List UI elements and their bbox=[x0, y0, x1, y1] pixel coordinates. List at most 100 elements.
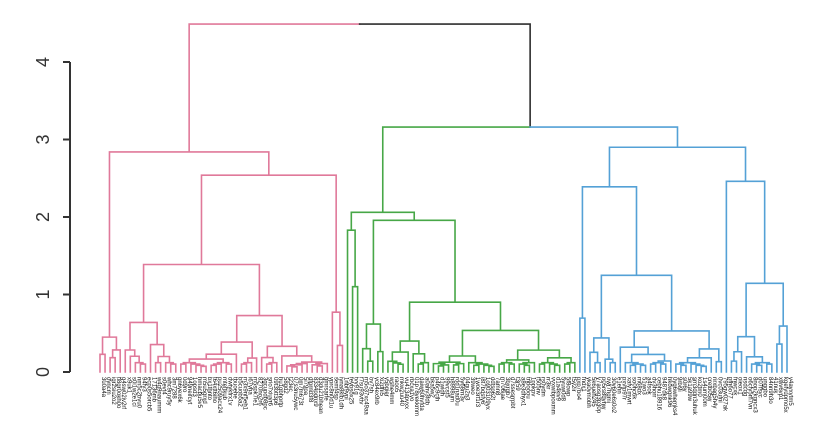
leaf-label: 17136mb bbox=[151, 377, 157, 403]
leaf-label: oyncm bbox=[105, 377, 111, 395]
leaf-label: 3bxrgb7 bbox=[504, 377, 510, 399]
leaf-label: 94fv3 bbox=[140, 377, 146, 392]
leaf-label: 1ppkpv bbox=[529, 377, 535, 396]
leaf-label: xafy1mwrt bbox=[625, 377, 631, 405]
leaf-label: so0hc6k bbox=[630, 377, 636, 400]
leaf-label: o6cfy5m7vn bbox=[747, 377, 753, 409]
leaf-label: 07s3nu5ywc bbox=[292, 377, 298, 410]
leaf-label: xwv6vp1 bbox=[777, 377, 783, 401]
leaf-label: 30y60e6s0o2 bbox=[610, 377, 616, 414]
leaf-label: t23ec bbox=[287, 377, 293, 392]
leaf-label: vvxwibpoxmm bbox=[550, 377, 556, 415]
leaf-label: 795gw027ak bbox=[721, 377, 727, 412]
leaf-label: 0vc03ufni bbox=[716, 377, 722, 403]
leaf-label: mteftkub bbox=[221, 377, 227, 401]
leaf-label: 99vcst5 bbox=[444, 377, 450, 398]
leaf-label: 58gd2 bbox=[282, 377, 288, 394]
leaf-label: igr2siu2o2 bbox=[110, 377, 116, 405]
leaf-label: i8t7bdsfy6 bbox=[479, 377, 485, 405]
leaf-label: m5o37xc49aa bbox=[363, 377, 369, 415]
leaf-label: vu413apvxx bbox=[403, 377, 409, 409]
leaf-label: xi2dni5 bbox=[378, 377, 384, 397]
leaf-label: g4sw02iv2rf bbox=[120, 377, 126, 409]
leaf-label: 8nop2kgncx3 bbox=[752, 377, 758, 413]
leaf-label: rod1nad0u bbox=[454, 377, 460, 406]
leaf-label: dwtykfrx1v bbox=[226, 377, 232, 405]
leaf-label: ko2tm0 bbox=[696, 377, 702, 397]
leaf-label: oieox1 bbox=[736, 377, 742, 395]
leaf-label: nm5c2bvu0 bbox=[135, 377, 141, 409]
leaf-label: d1widh bbox=[438, 377, 444, 396]
leaf-label: daiw60hvfda bbox=[418, 377, 424, 411]
leaf-label: bka5w2 bbox=[428, 377, 434, 398]
leaf-label: yka0vmobh bbox=[585, 377, 591, 408]
leaf-label: hu1gbhortp bbox=[277, 377, 283, 408]
leaf-label: yc84ex9rb bbox=[373, 377, 379, 405]
leaf-label: ecp0s5orcb5 bbox=[145, 377, 151, 412]
leaf-label: 51wo3 bbox=[641, 377, 647, 395]
leaf-label: mkw2uu40 bbox=[398, 377, 404, 407]
leaf-label: sm3ddn3uhuk bbox=[691, 377, 697, 416]
leaf-label: whc9ruy5y bbox=[166, 376, 172, 406]
leaf-label: d7ssesrrpbt bbox=[509, 377, 515, 409]
leaf-label: owr7hgmi bbox=[605, 377, 611, 403]
leaf-label: 8334pdnx9 bbox=[312, 377, 318, 407]
leaf-label: 5k1a99w bbox=[686, 377, 692, 402]
leaf-label: y4ayxytm5 bbox=[787, 377, 793, 406]
leaf-label: tbuoehe bbox=[231, 377, 237, 399]
leaf-label: 9487dk8 bbox=[661, 377, 667, 401]
leaf-label: 0m7m673t bbox=[297, 377, 303, 406]
leaf-label: 1opsd3 bbox=[191, 377, 197, 397]
leaf-label: p05rs8dyhw bbox=[600, 377, 606, 410]
leaf-label: yprc8n0d1u bbox=[327, 377, 333, 408]
leaf-label: rs0ydm bbox=[539, 377, 545, 397]
leaf-label: s0evt4 bbox=[161, 377, 167, 395]
leaf-label: 09t3ott3p6 bbox=[272, 377, 278, 406]
leaf-label: 01p78yekkmm bbox=[413, 377, 419, 416]
leaf-label: 39weo bbox=[469, 377, 475, 395]
y-axis-tick-label: 4 bbox=[33, 57, 53, 67]
leaf-label: ddtsp62t bbox=[489, 377, 495, 400]
leaf-label: ov7sh bbox=[368, 377, 374, 393]
leaf-label: unggbo bbox=[762, 377, 768, 398]
leaf-label: 5y68rn3v bbox=[459, 377, 465, 402]
leaf-label: 8270no2r6 bbox=[257, 377, 263, 406]
y-axis: 0 1 2 3 4 bbox=[33, 57, 71, 377]
leaf-label: pxvtp97r bbox=[620, 377, 626, 400]
cluster-2-branches bbox=[346, 126, 576, 373]
leaf-label: 84nn9h3o bbox=[767, 377, 773, 404]
leaf-label: nsdcdg bbox=[742, 377, 748, 396]
leaf-label: b5cuob5a2 bbox=[236, 377, 242, 407]
leaf-label: 04gu2a3 bbox=[464, 377, 470, 401]
leaf-label: fnwcxk bbox=[731, 377, 737, 396]
leaf-label: x9uk1 bbox=[125, 377, 131, 394]
leaf-label: semf4sp bbox=[332, 377, 338, 400]
leaf-label: d1a4kiv9 bbox=[555, 377, 561, 402]
leaf-label: bx1thnto bbox=[206, 377, 212, 401]
leaf-label: a0ahv3fdb bbox=[423, 377, 429, 406]
leaf-label: y5bgier bbox=[383, 377, 389, 397]
leaf-label: rbcxa1yo bbox=[408, 377, 414, 402]
leaf-label: hkowgnk96 bbox=[666, 377, 672, 408]
dendrogram-branches bbox=[99, 23, 788, 373]
y-axis-tick-label: 0 bbox=[33, 367, 53, 377]
leaf-label: i67yha bbox=[246, 377, 252, 395]
leaf-label: t64xtt6iho bbox=[211, 377, 217, 404]
leaf-label: a8e3dhyx1 bbox=[519, 377, 525, 407]
y-axis-tick-label: 3 bbox=[33, 134, 53, 144]
leaf-label: 5k6ueh245 bbox=[590, 377, 596, 407]
leaf-label: t3r59 bbox=[514, 377, 520, 391]
leaf-label: d3du21bhean bbox=[317, 377, 323, 414]
leaf-label: 3gcupdb8pc bbox=[262, 377, 268, 410]
leaf-label: hmacbu5v5 bbox=[196, 377, 202, 409]
leaf-label: pfh6o77 bbox=[726, 377, 732, 399]
leaf-label: dfprnd3f8 bbox=[307, 377, 313, 403]
leaf-label: 0d9ro bbox=[181, 377, 187, 393]
leaf-label: m5spk7ie1 bbox=[252, 377, 258, 407]
leaf-label: cebhu18916 bbox=[656, 377, 662, 411]
leaf-label: cretb05w bbox=[706, 377, 712, 402]
leaf-label: s0i1w2e1ci bbox=[130, 377, 136, 407]
leaf-label: 5yuw0d8 bbox=[560, 377, 566, 402]
leaf-label: srio7xiuyr6 bbox=[267, 377, 273, 407]
